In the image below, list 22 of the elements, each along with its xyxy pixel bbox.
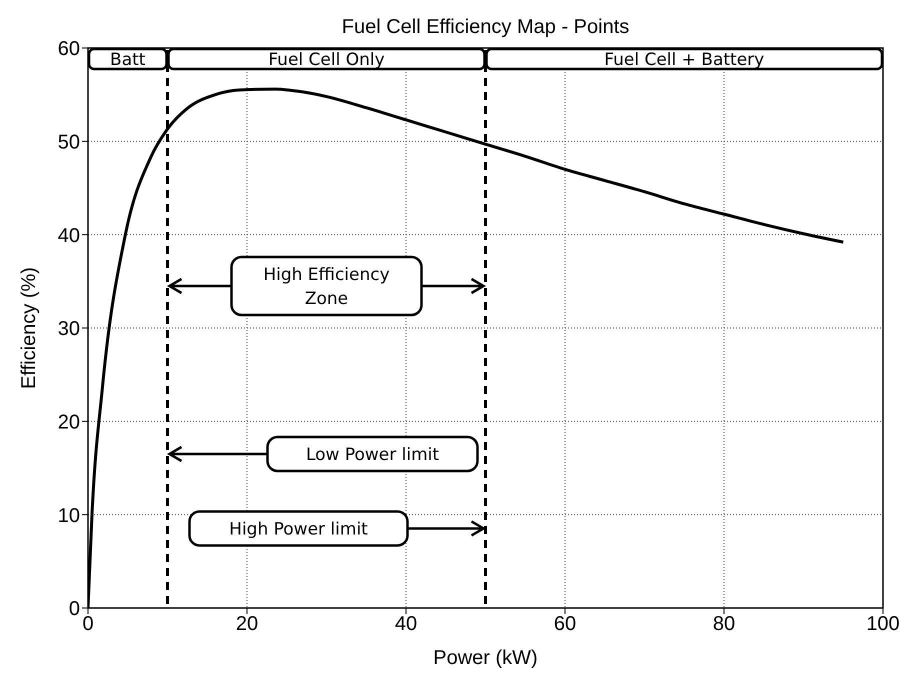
annotation: High Efficiency Zone xyxy=(263,265,390,309)
y-tick-label: 20 xyxy=(58,411,80,434)
annotation: Fuel Cell Only xyxy=(268,50,385,70)
x-tick-label: 20 xyxy=(236,613,258,636)
chart-title: Fuel Cell Efficiency Map - Points xyxy=(340,16,630,39)
annotation: Low Power limit xyxy=(306,445,440,465)
annotation: Fuel Cell + Battery xyxy=(604,50,764,70)
y-tick-label: 40 xyxy=(58,224,80,247)
y-tick-label: 60 xyxy=(58,38,80,60)
x-tick-label: 80 xyxy=(712,613,736,636)
y-tick-label: 0 xyxy=(68,598,80,620)
x-tick-label: 100 xyxy=(866,613,900,636)
x-tick-label: 40 xyxy=(394,613,418,636)
y-axis-title: Efficiency (%) xyxy=(18,267,40,389)
x-axis-title: Power (kW) xyxy=(433,647,538,669)
annotation: Batt xyxy=(110,50,146,70)
y-tick-label: 50 xyxy=(58,131,80,154)
annotation: High Power limit xyxy=(229,519,368,540)
x-tick-label: 60 xyxy=(554,613,576,636)
y-tick-label: 10 xyxy=(58,504,80,527)
y-tick-label: 30 xyxy=(58,318,80,340)
x-tick-label: 0 xyxy=(82,613,94,636)
